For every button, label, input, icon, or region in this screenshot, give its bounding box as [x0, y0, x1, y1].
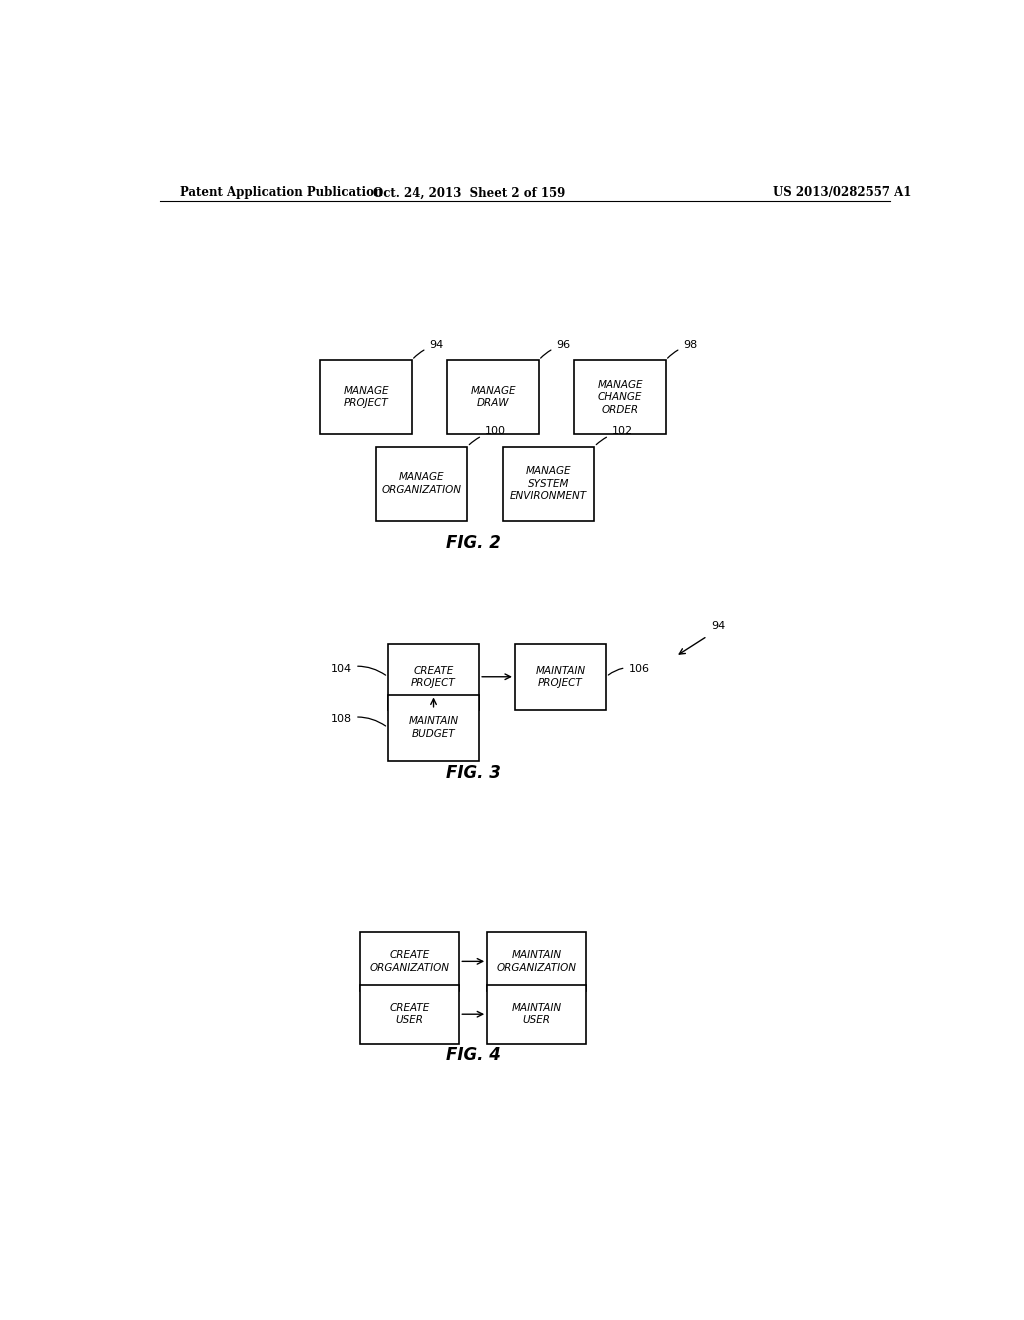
- Text: 102: 102: [596, 426, 633, 445]
- Bar: [360, 985, 460, 1044]
- Bar: [503, 446, 594, 521]
- Text: MAINTAIN
PROJECT: MAINTAIN PROJECT: [536, 665, 586, 688]
- Bar: [388, 694, 479, 760]
- Bar: [574, 360, 666, 434]
- Text: 94: 94: [712, 620, 726, 631]
- Text: 100: 100: [469, 426, 506, 445]
- Text: MANAGE
CHANGE
ORDER: MANAGE CHANGE ORDER: [597, 380, 643, 414]
- Text: CREATE
ORGANIZATION: CREATE ORGANIZATION: [370, 950, 450, 973]
- Text: MANAGE
PROJECT: MANAGE PROJECT: [343, 385, 389, 408]
- Bar: [447, 360, 539, 434]
- Text: MANAGE
ORGANIZATION: MANAGE ORGANIZATION: [382, 473, 462, 495]
- Text: MAINTAIN
USER: MAINTAIN USER: [512, 1003, 562, 1026]
- Bar: [515, 644, 606, 710]
- Text: Oct. 24, 2013  Sheet 2 of 159: Oct. 24, 2013 Sheet 2 of 159: [373, 186, 565, 199]
- Text: CREATE
PROJECT: CREATE PROJECT: [412, 665, 456, 688]
- Text: FIG. 4: FIG. 4: [445, 1045, 501, 1064]
- Bar: [321, 360, 412, 434]
- Bar: [487, 985, 587, 1044]
- Text: US 2013/0282557 A1: US 2013/0282557 A1: [773, 186, 911, 199]
- Text: 106: 106: [608, 664, 649, 675]
- Text: 94: 94: [414, 341, 443, 358]
- Text: MAINTAIN
BUDGET: MAINTAIN BUDGET: [409, 717, 459, 739]
- Text: FIG. 3: FIG. 3: [445, 764, 501, 783]
- Text: 98: 98: [668, 341, 697, 358]
- Text: MAINTAIN
ORGANIZATION: MAINTAIN ORGANIZATION: [497, 950, 577, 973]
- Text: FIG. 2: FIG. 2: [445, 533, 501, 552]
- Text: Patent Application Publication: Patent Application Publication: [179, 186, 382, 199]
- Bar: [487, 932, 587, 991]
- Text: 108: 108: [331, 714, 386, 726]
- Text: CREATE
USER: CREATE USER: [389, 1003, 430, 1026]
- Bar: [376, 446, 467, 521]
- Text: 104: 104: [331, 664, 386, 675]
- Bar: [388, 644, 479, 710]
- Text: 96: 96: [541, 341, 570, 358]
- Bar: [360, 932, 460, 991]
- Text: MANAGE
SYSTEM
ENVIRONMENT: MANAGE SYSTEM ENVIRONMENT: [510, 466, 587, 502]
- Text: MANAGE
DRAW: MANAGE DRAW: [470, 385, 516, 408]
